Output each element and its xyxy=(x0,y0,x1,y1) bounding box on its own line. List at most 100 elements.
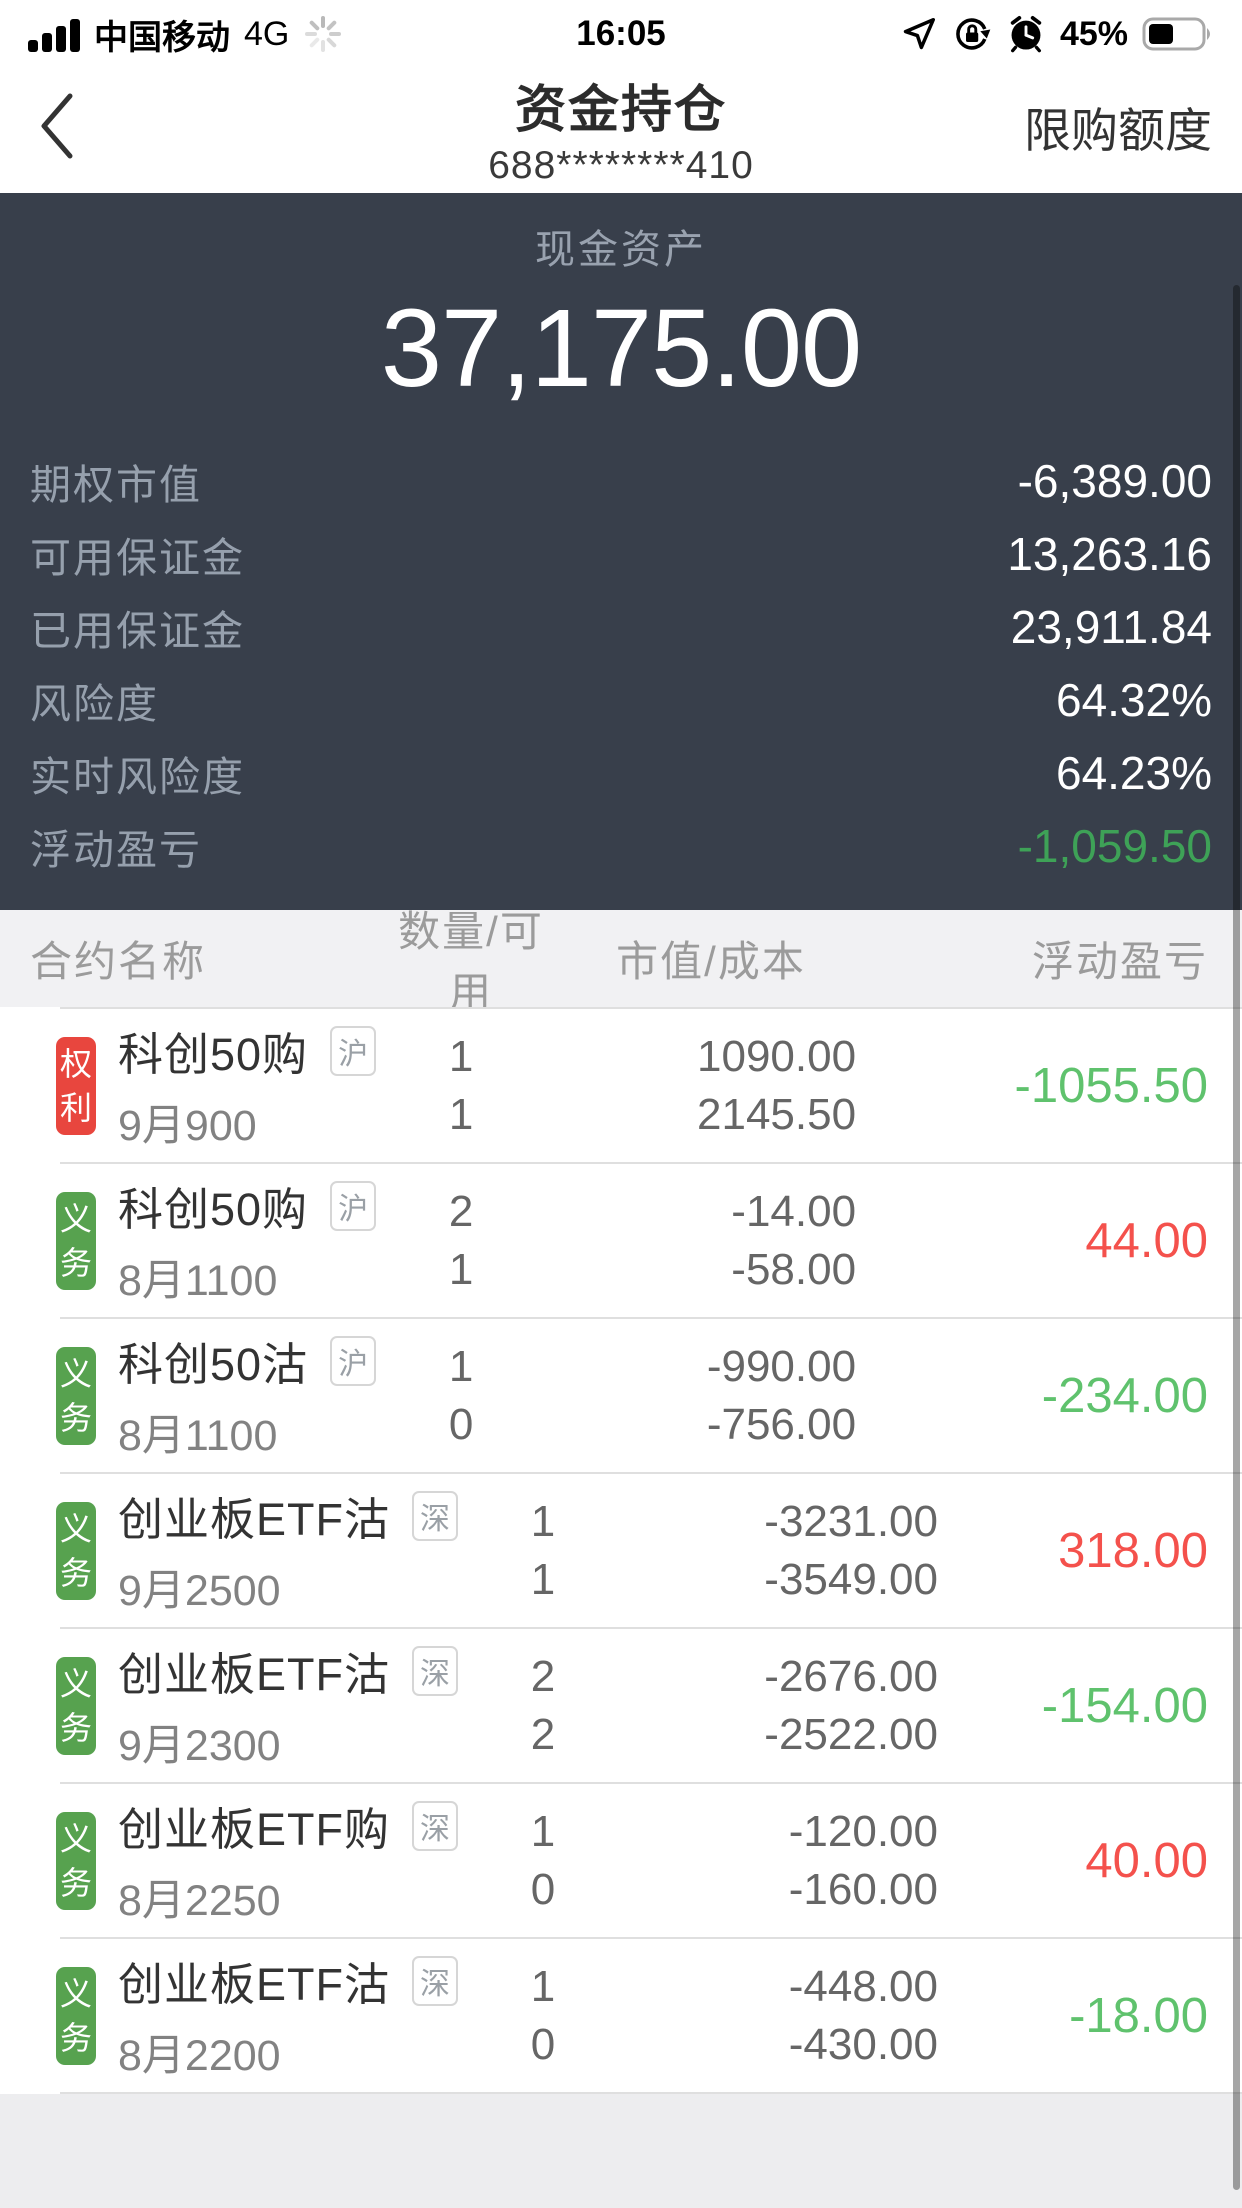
contract-name: 创业板ETF沽 xyxy=(118,1494,390,1545)
loading-spinner-icon xyxy=(303,14,343,54)
row-divider xyxy=(60,1782,1242,1784)
quantity-value: 1 xyxy=(448,1341,474,1391)
contract-cell: 义务 科创50沽 沪 8月1100 xyxy=(0,1328,377,1463)
summary-stat-row: 已用保证金 23,911.84 xyxy=(0,590,1242,663)
stat-value: 13,263.16 xyxy=(1007,527,1212,580)
position-type-badge: 义务 xyxy=(56,1501,96,1600)
market-value: -990.00 xyxy=(706,1341,857,1391)
floating-pl-value: 40.00 xyxy=(1085,1833,1208,1888)
cost-value: -160.00 xyxy=(788,1864,938,1914)
position-row[interactable]: 义务 科创50沽 沪 8月1100 1 0 -990.00 -756.0 xyxy=(0,1319,1242,1472)
contract-name: 科创50购 xyxy=(118,1184,309,1235)
stat-label: 浮动盈亏 xyxy=(30,826,202,873)
cost-value: -430.00 xyxy=(788,2019,938,2069)
contract-month-strike: 9月900 xyxy=(118,1102,257,1150)
exchange-badge: 沪 xyxy=(330,1180,377,1231)
market-value: -120.00 xyxy=(788,1806,938,1856)
position-row[interactable]: 权利 科创50购 沪 9月900 1 1 1090.00 2145.50 xyxy=(0,1009,1242,1162)
qty-cell: 1 1 xyxy=(458,1493,628,1609)
summary-stat-row: 期权市值 -6,389.00 xyxy=(0,444,1242,517)
row-divider xyxy=(60,1937,1242,1939)
qty-cell: 2 1 xyxy=(376,1183,546,1299)
row-divider xyxy=(60,1627,1242,1629)
value-cell: 1090.00 2145.50 xyxy=(546,1028,856,1144)
contract-cell: 义务 创业板ETF沽 深 9月2300 xyxy=(0,1638,458,1773)
quantity-value: 1 xyxy=(530,1806,556,1856)
contract-name: 创业板ETF沽 xyxy=(118,1959,390,2010)
market-value: -3231.00 xyxy=(764,1496,938,1546)
floating-pl-value: 318.00 xyxy=(1058,1523,1208,1578)
market-value: -14.00 xyxy=(731,1186,857,1236)
available-value: 0 xyxy=(530,1864,556,1914)
orientation-lock-icon xyxy=(952,14,992,54)
stat-label: 已用保证金 xyxy=(30,607,245,654)
stat-value: 23,911.84 xyxy=(1010,600,1212,653)
stat-value: -1,059.50 xyxy=(1017,819,1212,872)
cash-asset-label: 现金资产 xyxy=(535,228,707,272)
contract-month-strike: 8月1100 xyxy=(118,1412,278,1460)
position-type-badge: 义务 xyxy=(56,1346,96,1445)
market-value: -2676.00 xyxy=(764,1651,938,1701)
network-type-label: 4G xyxy=(244,14,290,53)
row-divider xyxy=(60,1007,1242,1009)
alarm-clock-icon xyxy=(1006,14,1046,54)
cost-value: -58.00 xyxy=(731,1244,857,1294)
market-value: 1090.00 xyxy=(697,1031,857,1081)
contract-name: 科创50沽 xyxy=(118,1339,309,1390)
position-row[interactable]: 义务 科创50购 沪 8月1100 2 1 -14.00 -58.00 xyxy=(0,1164,1242,1317)
purchase-limit-button[interactable]: 限购额度 xyxy=(1024,104,1212,157)
cash-asset-value: 37,175.00 xyxy=(380,287,862,410)
quantity-value: 1 xyxy=(530,1496,556,1546)
summary-stat-row: 浮动盈亏 -1,059.50 xyxy=(0,809,1242,882)
location-arrow-icon xyxy=(900,15,938,53)
floating-pl-value: -1055.50 xyxy=(1014,1058,1208,1113)
position-row[interactable]: 义务 创业板ETF购 深 8月2250 1 0 -120.00 -160 xyxy=(0,1784,1242,1937)
contract-cell: 义务 科创50购 沪 8月1100 xyxy=(0,1173,377,1308)
summary-stat-row: 风险度 64.32% xyxy=(0,663,1242,736)
position-type-badge: 权利 xyxy=(56,1036,96,1135)
scrollbar[interactable] xyxy=(1233,285,1240,2190)
cost-value: 2145.50 xyxy=(697,1089,857,1139)
quantity-value: 1 xyxy=(448,1031,474,1081)
position-row[interactable]: 义务 创业板ETF沽 深 9月2300 2 2 -2676.00 -25 xyxy=(0,1629,1242,1782)
exchange-badge: 沪 xyxy=(330,1335,377,1386)
contract-cell: 权利 科创50购 沪 9月900 xyxy=(0,1018,377,1153)
position-type-badge: 义务 xyxy=(56,1191,96,1290)
status-bar: 中国移动 4G 16:05 xyxy=(0,0,1242,60)
floating-pl-value: -154.00 xyxy=(1041,1678,1208,1733)
nav-header: 资金持仓 688********410 限购额度 xyxy=(0,60,1242,193)
available-value: 1 xyxy=(448,1244,474,1294)
quantity-value: 2 xyxy=(448,1186,474,1236)
contract-month-strike: 9月2500 xyxy=(118,1567,281,1615)
header-contract-name: 合约名称 xyxy=(30,938,207,985)
available-value: 1 xyxy=(530,1554,556,1604)
contract-month-strike: 8月2250 xyxy=(118,1877,281,1925)
contract-name: 创业板ETF购 xyxy=(118,1804,390,1855)
row-divider xyxy=(60,2092,1242,2094)
positions-table: 权利 科创50购 沪 9月900 1 1 1090.00 2145.50 xyxy=(0,1007,1242,2094)
stat-label: 期权市值 xyxy=(30,461,202,508)
carrier-label: 中国移动 xyxy=(94,18,230,57)
market-value: -448.00 xyxy=(788,1961,938,2011)
exchange-badge: 深 xyxy=(412,1490,458,1541)
value-cell: -448.00 -430.00 xyxy=(628,1958,938,2074)
summary-stat-row: 实时风险度 64.23% xyxy=(0,736,1242,809)
contract-cell: 义务 创业板ETF购 深 8月2250 xyxy=(0,1793,458,1928)
cost-value: -756.00 xyxy=(706,1399,857,1449)
back-button[interactable] xyxy=(36,90,84,162)
position-type-badge: 义务 xyxy=(56,1656,96,1755)
summary-stat-row: 可用保证金 13,263.16 xyxy=(0,517,1242,590)
exchange-badge: 深 xyxy=(412,1645,458,1696)
contract-cell: 义务 创业板ETF沽 深 9月2500 xyxy=(0,1483,458,1618)
qty-cell: 1 0 xyxy=(376,1338,546,1454)
position-row[interactable]: 义务 创业板ETF沽 深 8月2200 1 0 -448.00 -430 xyxy=(0,1939,1242,2092)
row-divider xyxy=(60,1162,1242,1164)
cost-value: -2522.00 xyxy=(764,1709,938,1759)
qty-cell: 1 1 xyxy=(376,1028,546,1144)
qty-cell: 1 0 xyxy=(458,1803,628,1919)
qty-cell: 2 2 xyxy=(458,1648,628,1764)
position-row[interactable]: 义务 创业板ETF沽 深 9月2500 1 1 -3231.00 -35 xyxy=(0,1474,1242,1627)
header-floating-pl: 浮动盈亏 xyxy=(1031,938,1208,985)
value-cell: -2676.00 -2522.00 xyxy=(628,1648,938,1764)
